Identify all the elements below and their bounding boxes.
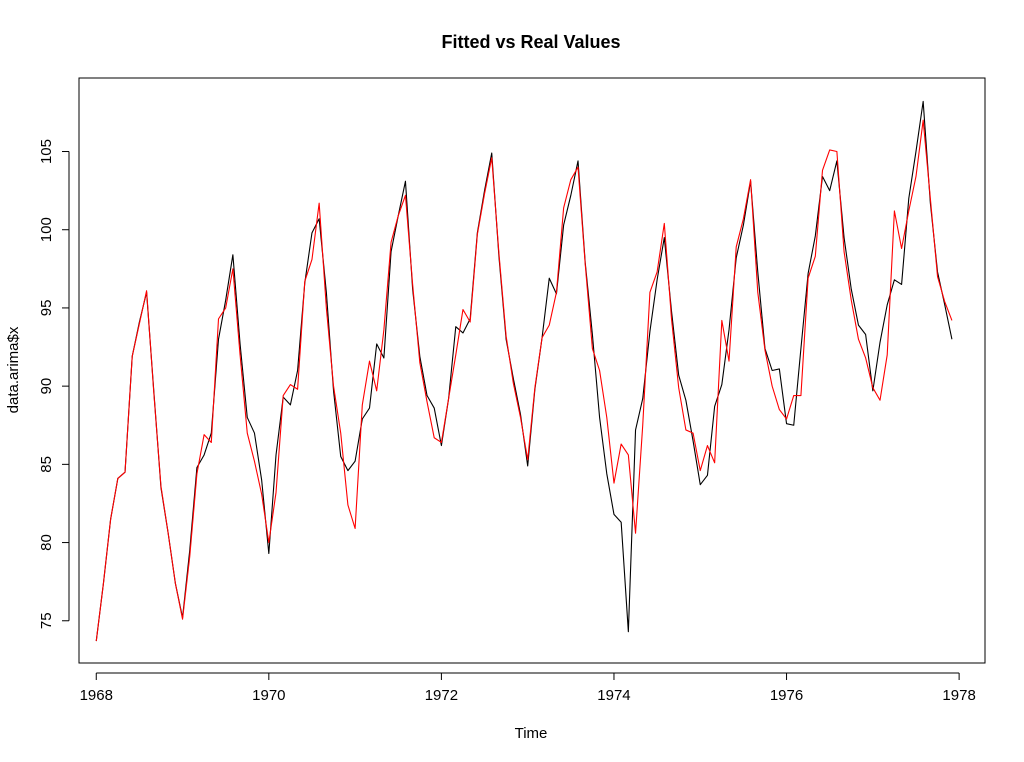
y-tick-label: 100 [38, 217, 55, 242]
series-group [95, 100, 953, 642]
x-tick-label: 1972 [425, 687, 458, 704]
y-axis-label: data.arima$x [5, 326, 22, 413]
series-line-red [95, 119, 953, 642]
plot-frame [78, 77, 986, 664]
x-tick-label: 1974 [597, 687, 630, 704]
x-tick-label: 1970 [252, 687, 285, 704]
x-tick-label: 1976 [770, 687, 803, 704]
y-tick-label: 90 [38, 378, 55, 395]
x-axis-label: Time [515, 725, 548, 742]
chart-title: Fitted vs Real Values [441, 32, 620, 52]
y-tick-label: 85 [38, 456, 55, 473]
x-tick-label: 1978 [942, 687, 975, 704]
y-axis: 75 80 85 90 95 100 105 [38, 139, 70, 629]
y-tick-label: 105 [38, 139, 55, 164]
series-line-black [95, 100, 953, 642]
y-tick-label: 95 [38, 300, 55, 317]
y-tick-label: 75 [38, 612, 55, 629]
x-tick-label: 1968 [80, 687, 113, 704]
x-axis: 1968 1970 1972 1974 1976 1978 [80, 672, 976, 704]
y-tick-label: 80 [38, 534, 55, 551]
